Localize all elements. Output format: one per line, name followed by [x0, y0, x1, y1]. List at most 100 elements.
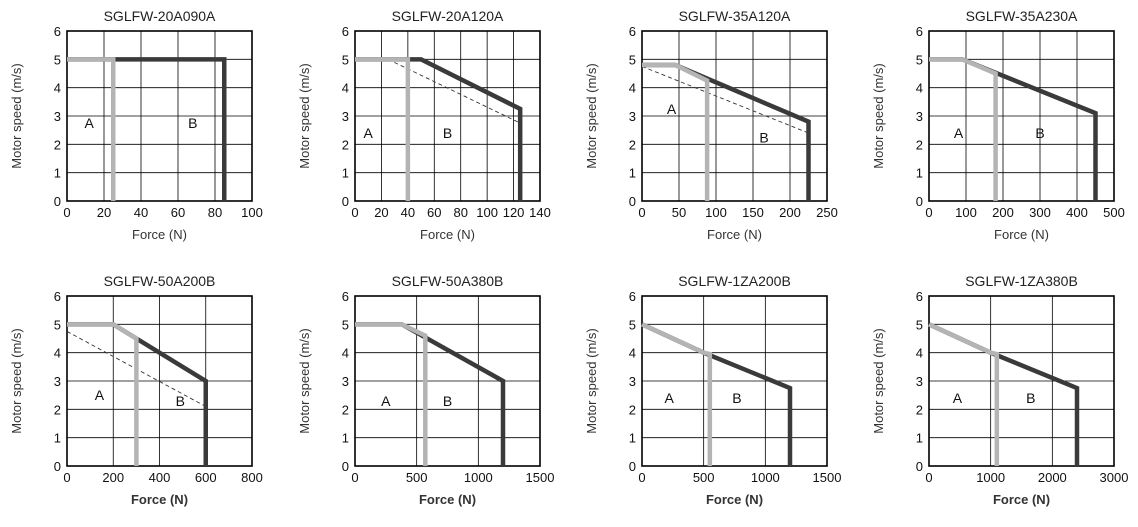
x-tick-label: 150: [742, 205, 764, 220]
x-tick-label: 400: [1066, 205, 1088, 220]
x-tick-label: 1000: [976, 470, 1005, 485]
y-tick-label: 6: [342, 24, 349, 39]
y-tick-label: 3: [629, 109, 636, 124]
y-tick-label: 1: [342, 431, 349, 446]
x-tick-label: 50: [672, 205, 686, 220]
x-tick-label: 20: [374, 205, 388, 220]
x-tick-label: 40: [134, 205, 148, 220]
series-line-dark: [355, 57, 523, 201]
series-line-light: [641, 322, 713, 466]
y-tick-label: 4: [629, 346, 636, 361]
chart-panel-3: SGLFW-35A120A 0 50 100 150 200 250 0 1 2 3 4 5 6 Force…: [575, 0, 851, 262]
plot-frame: [641, 295, 828, 467]
y-tick-label: 1: [629, 166, 636, 181]
y-tick-label: 2: [54, 402, 61, 417]
y-tick-label: 3: [54, 374, 61, 389]
y-tick-label: 1: [342, 166, 349, 181]
x-tick-label: 0: [638, 205, 645, 220]
plot-frame: [641, 30, 828, 202]
x-tick-label: 80: [208, 205, 222, 220]
y-tick-label: 6: [916, 24, 923, 39]
chart-svg-3: SGLFW-35A120A 0 50 100 150 200 250 0 1 2 3 4 5 6 Force…: [584, 8, 838, 242]
y-tick-label: 3: [54, 109, 61, 124]
x-axis-label: Force (N): [420, 227, 475, 242]
plot-frame: [928, 30, 1115, 202]
region-label: B: [443, 125, 452, 141]
y-axis-label: Motor speed (m/s): [9, 63, 24, 168]
x-tick-label: 0: [925, 470, 932, 485]
y-tick-label: 2: [54, 137, 61, 152]
y-tick-label: 0: [629, 459, 636, 474]
x-axis-label: Force (N): [994, 227, 1049, 242]
y-tick-label: 0: [54, 459, 61, 474]
y-axis-label: Motor speed (m/s): [871, 328, 886, 433]
x-axis-label: Force (N): [707, 227, 762, 242]
y-axis-label: Motor speed (m/s): [584, 63, 599, 168]
x-tick-label: 100: [476, 205, 498, 220]
chart-title: SGLFW-50A200B: [104, 273, 216, 289]
chart-panel-7: SGLFW-1ZA200B 0 500 1000 1500 0 1 2 3 4 5 6 Force (N…: [575, 265, 851, 527]
y-tick-label: 0: [342, 459, 349, 474]
chart-svg-5: SGLFW-50A200B 0 200 400 600 800 0 1 2 3 4 5 6 Force (…: [9, 273, 263, 507]
series-line-light: [67, 57, 116, 201]
x-tick-label: 100: [705, 205, 727, 220]
series-line-light: [928, 322, 1000, 466]
x-tick-label: 500: [406, 470, 428, 485]
x-axis-label: Force (N): [706, 492, 763, 507]
y-tick-label: 5: [342, 317, 349, 332]
y-tick-label: 1: [629, 431, 636, 446]
x-tick-label: 120: [503, 205, 525, 220]
region-label: A: [664, 390, 674, 406]
x-tick-label: 2000: [1038, 470, 1067, 485]
chart-title: SGLFW-1ZA380B: [965, 273, 1078, 289]
y-tick-label: 4: [54, 81, 61, 96]
y-axis-label: Motor speed (m/s): [584, 328, 599, 433]
x-tick-label: 0: [351, 470, 358, 485]
y-tick-label: 5: [916, 52, 923, 67]
series-line-dark: [355, 322, 506, 466]
x-tick-label: 0: [63, 470, 70, 485]
y-tick-label: 3: [916, 109, 923, 124]
series-line-dark: [67, 57, 227, 201]
y-tick-label: 3: [342, 109, 349, 124]
x-tick-label: 1500: [526, 470, 555, 485]
region-label: B: [443, 393, 452, 409]
x-tick-label: 0: [638, 470, 645, 485]
chart-title: SGLFW-20A090A: [104, 8, 216, 24]
x-tick-label: 140: [529, 205, 551, 220]
region-label: B: [1035, 125, 1044, 141]
chart-panel-4: SGLFW-35A230A 0 100 200 300 400 500 0 1 2 3 4 5 6 Forc…: [862, 0, 1138, 262]
region-label: B: [176, 393, 185, 409]
series-line-light: [642, 62, 710, 201]
x-tick-label: 0: [925, 205, 932, 220]
series-line-light: [929, 57, 998, 201]
y-tick-label: 1: [54, 431, 61, 446]
chart-svg-4: SGLFW-35A230A 0 100 200 300 400 500 0 1 2 3 4 5 6 Forc…: [871, 8, 1125, 242]
x-tick-label: 800: [241, 470, 263, 485]
chart-panel-2: SGLFW-20A120A 0 20 40 60 80 100 120 140 0 1 2 3 4 5 6 Fo…: [288, 0, 564, 262]
chart-svg-1: SGLFW-20A090A 0 20 40 60 80 100 0 1 2 3 4 5 6 Force (N…: [9, 8, 263, 242]
y-tick-label: 2: [342, 402, 349, 417]
y-tick-label: 5: [54, 52, 61, 67]
y-tick-label: 0: [916, 194, 923, 209]
chart-svg-7: SGLFW-1ZA200B 0 500 1000 1500 0 1 2 3 4 5 6 Force (N…: [584, 273, 841, 507]
series-line-dashed: [641, 66, 809, 134]
y-tick-label: 6: [629, 24, 636, 39]
chart-svg-8: SGLFW-1ZA380B 0 1000 2000 3000 0 1 2 3 4 5 6 Force (…: [871, 273, 1128, 507]
region-label: A: [95, 387, 105, 403]
plot-frame: [354, 295, 541, 467]
chart-title: SGLFW-35A120A: [679, 8, 791, 24]
region-label: B: [732, 390, 741, 406]
y-tick-label: 6: [54, 24, 61, 39]
chart-panel-8: SGLFW-1ZA380B 0 1000 2000 3000 0 1 2 3 4 5 6 Force (…: [862, 265, 1138, 527]
y-tick-label: 3: [916, 374, 923, 389]
x-tick-label: 80: [453, 205, 467, 220]
x-tick-label: 400: [149, 470, 171, 485]
series-line-dark: [642, 62, 811, 201]
chart-panel-6: SGLFW-50A380B 0 500 1000 1500 0 1 2 3 4 5 6 Force (N…: [288, 265, 564, 527]
chart-title: SGLFW-50A380B: [392, 273, 504, 289]
y-tick-label: 0: [916, 459, 923, 474]
x-axis-label: Force (N): [131, 492, 188, 507]
region-label: B: [759, 129, 768, 145]
